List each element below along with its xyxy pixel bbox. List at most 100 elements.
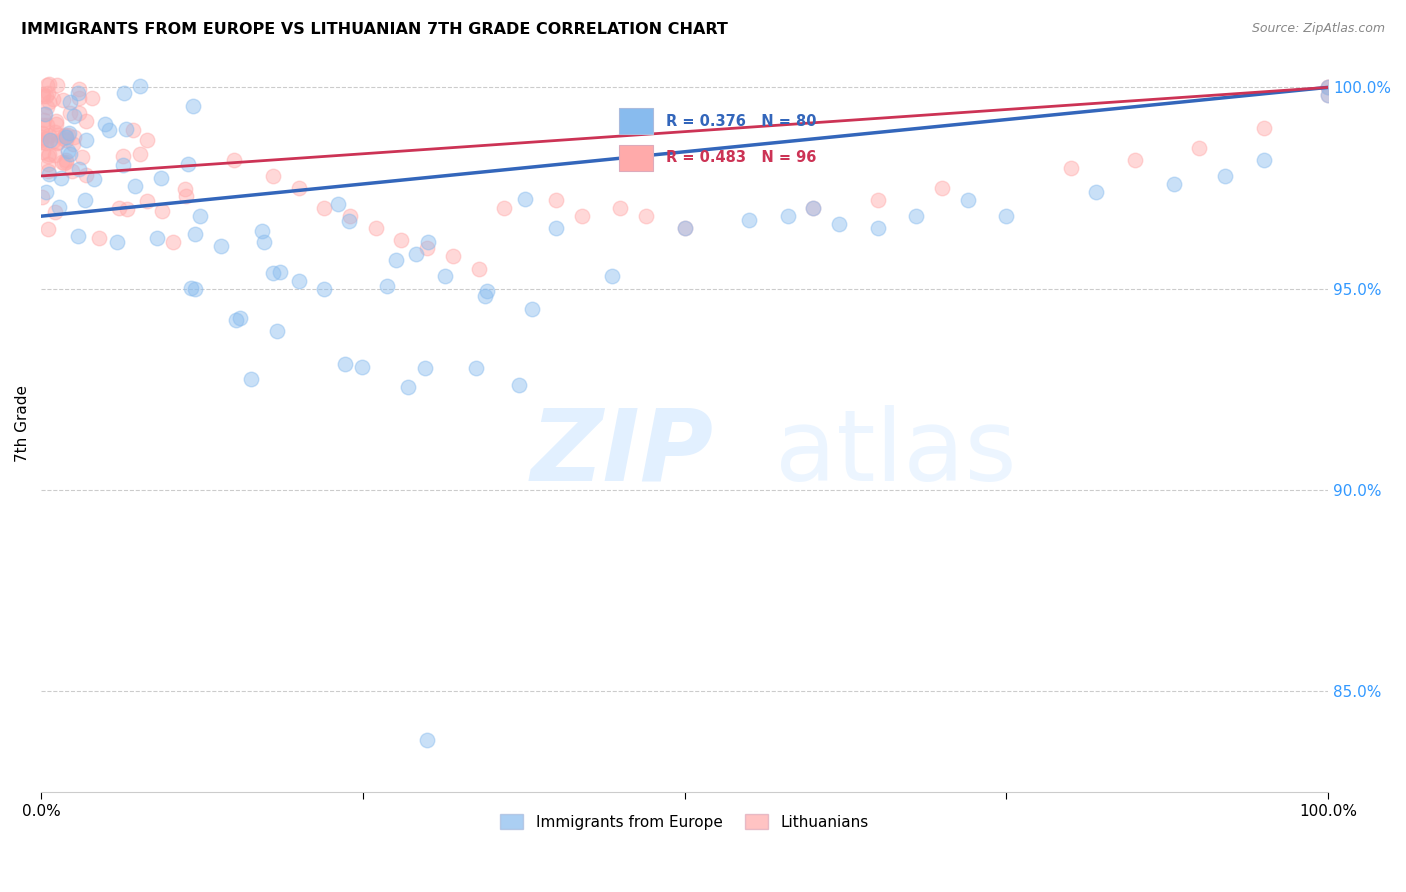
Point [866,193,889,207]
Point [1123,153,1146,167]
Point [190,209,212,223]
Point [1085,185,1108,199]
Point [107,201,129,215]
Point [117,202,139,217]
Point [38,167,60,181]
Point [1317,80,1340,95]
Point [115,121,138,136]
Text: R = 0.483   N = 96: R = 0.483 N = 96 [666,150,817,165]
Point [738,213,761,227]
Point [544,193,567,207]
Point [44,148,66,162]
Point [34,113,56,128]
Point [75,114,97,128]
Text: IMMIGRANTS FROM EUROPE VS LITHUANIAN 7TH GRADE CORRELATION CHART: IMMIGRANTS FROM EUROPE VS LITHUANIAN 7TH… [21,22,728,37]
Point [416,241,439,255]
Point [46,78,69,93]
Point [1163,177,1185,191]
Point [350,360,373,375]
Point [112,86,135,100]
Point [174,181,197,195]
Point [224,153,246,167]
Point [129,146,152,161]
Point [405,246,427,260]
Point [494,201,516,215]
Point [58,126,80,140]
Point [416,732,439,747]
Point [38,77,60,91]
Point [413,361,436,376]
Point [63,109,86,123]
Point [465,361,488,376]
Point [162,235,184,250]
Point [30,133,52,147]
Point [337,214,360,228]
Point [433,268,456,283]
Point [89,231,111,245]
Point [262,169,284,183]
Point [364,221,387,235]
Point [60,164,83,178]
Point [1317,80,1340,95]
Point [396,380,419,394]
Point [339,209,361,223]
Point [956,193,979,207]
Point [37,164,59,178]
Point [37,78,59,93]
Point [544,221,567,235]
Point [1253,120,1275,135]
Point [477,284,499,298]
Point [37,100,59,114]
Point [328,197,350,211]
Point [42,134,65,148]
Point [262,266,284,280]
Point [801,201,824,215]
Point [184,227,207,241]
Point [80,91,103,105]
Point [180,281,202,295]
Point [1213,169,1236,183]
Point [32,107,55,121]
Point [250,224,273,238]
Point [1317,88,1340,103]
Point [634,209,657,223]
Point [136,194,159,208]
Point [59,147,82,161]
Point [515,192,537,206]
Point [209,239,232,253]
Point [59,106,82,120]
Point [94,117,117,131]
Point [508,378,530,392]
Point [31,87,53,102]
Text: ZIP: ZIP [530,405,713,501]
Point [56,144,79,158]
Point [314,201,336,215]
Point [37,149,59,163]
Point [55,153,77,167]
Point [184,282,207,296]
Point [66,87,89,101]
Bar [620,108,654,134]
Point [866,221,889,235]
Point [62,129,84,144]
Point [37,157,59,171]
Point [37,118,59,132]
Point [51,154,73,169]
Point [416,235,439,250]
Point [38,133,60,147]
Point [52,131,75,145]
Point [177,157,200,171]
Point [49,171,72,186]
Point [35,136,58,150]
Point [37,86,59,100]
Point [97,122,120,136]
Text: R = 0.376   N = 80: R = 0.376 N = 80 [666,113,817,128]
Point [931,181,953,195]
Point [124,179,146,194]
Point [67,82,90,96]
Point [48,128,70,142]
Point [474,289,496,303]
Point [229,310,252,325]
Point [45,136,67,151]
Point [44,125,66,139]
